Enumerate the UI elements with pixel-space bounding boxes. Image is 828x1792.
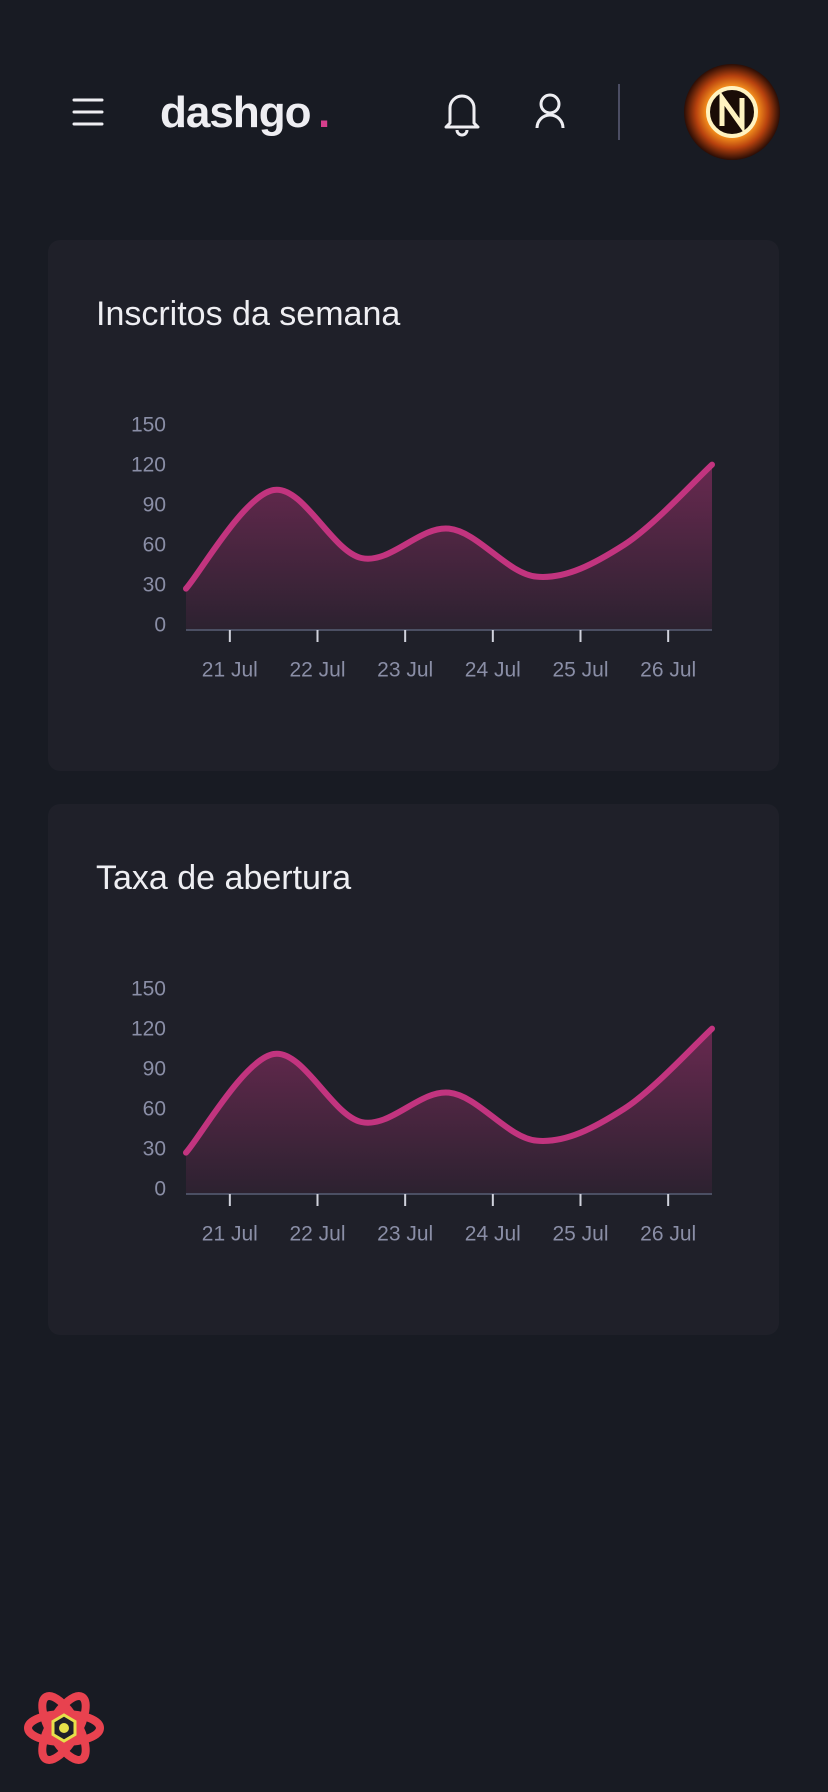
x-tick-label: 21 Jul (202, 659, 258, 682)
y-tick-label: 90 (143, 1058, 166, 1081)
y-tick-label: 0 (154, 614, 166, 637)
y-tick-label: 0 (154, 1178, 166, 1201)
x-tick-label: 21 Jul (202, 1223, 258, 1246)
x-tick-label: 26 Jul (640, 659, 696, 682)
y-tick-label: 30 (143, 1138, 166, 1161)
area-fill (186, 1028, 712, 1194)
profile-button[interactable] (535, 93, 565, 129)
x-tick-label: 23 Jul (377, 659, 433, 682)
area-fill (186, 464, 712, 630)
x-tick-label: 25 Jul (552, 1223, 608, 1246)
area-line (183, 1025, 715, 1156)
logo: dashgo (160, 88, 311, 137)
y-tick-label: 120 (131, 454, 166, 477)
area-line (183, 461, 715, 592)
avatar[interactable] (684, 64, 780, 160)
card-title: Inscritos da semana (96, 295, 400, 333)
y-tick-label: 60 (143, 534, 166, 557)
logo-dot: . (318, 88, 330, 137)
notifications-button[interactable] (444, 94, 480, 137)
y-tick-label: 60 (143, 1098, 166, 1121)
y-tick-label: 90 (143, 494, 166, 517)
x-tick-label: 22 Jul (289, 659, 345, 682)
card-title: Taxa de abertura (96, 859, 351, 897)
y-tick-label: 150 (131, 978, 166, 1001)
x-tick-label: 24 Jul (465, 1223, 521, 1246)
x-tick-label: 23 Jul (377, 1223, 433, 1246)
react-devtools-icon[interactable] (24, 1690, 104, 1766)
x-tick-label: 24 Jul (465, 659, 521, 682)
menu-button[interactable] (72, 98, 104, 126)
y-tick-label: 150 (131, 414, 166, 437)
x-tick-label: 22 Jul (289, 1223, 345, 1246)
y-tick-label: 30 (143, 574, 166, 597)
y-tick-label: 120 (131, 1018, 166, 1041)
x-tick-label: 25 Jul (552, 659, 608, 682)
x-tick-label: 26 Jul (640, 1223, 696, 1246)
